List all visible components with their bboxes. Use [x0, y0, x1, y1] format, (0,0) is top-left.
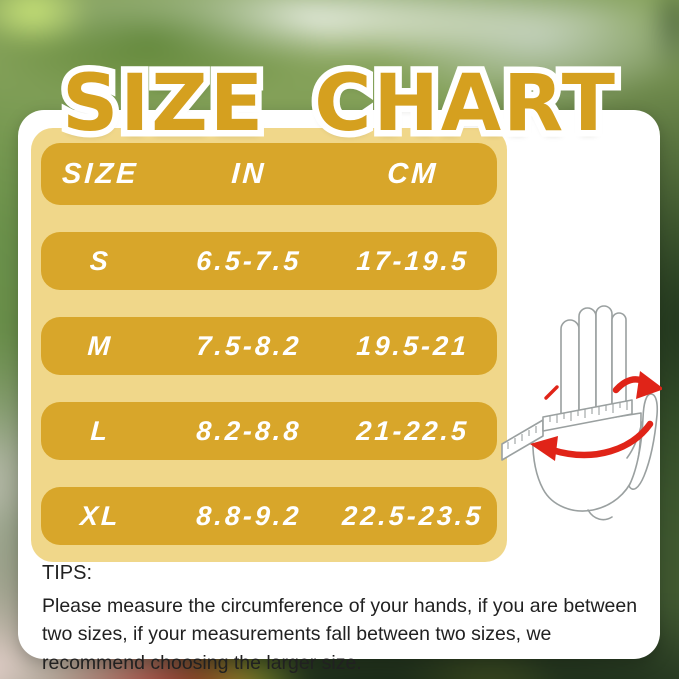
cell-in: 7.5-8.2: [195, 330, 302, 361]
size-table: SIZE IN CM S 6.5-7.5 17-19.5 M 7.5-8.2 1…: [31, 128, 507, 562]
cell-size: S: [89, 245, 112, 276]
header-cm: CM: [386, 157, 440, 190]
arrow-right-head: [636, 371, 662, 399]
hand-measure-icon: [501, 305, 662, 521]
arrow-left-curve: [548, 420, 654, 459]
header-size: SIZE: [61, 157, 140, 190]
cell-cm: 21-22.5: [356, 415, 471, 446]
tips-section: TIPS: Please measure the circumference o…: [42, 562, 642, 677]
red-dash: [544, 385, 559, 400]
measuring-tape-band: [542, 399, 633, 432]
table-row-s: S 6.5-7.5 17-19.5: [41, 232, 497, 290]
header-in: IN: [230, 157, 267, 190]
cell-cm: 17-19.5: [356, 245, 471, 276]
cell-cm: 19.5-21: [356, 330, 471, 361]
page-title: SIZE CHART: [0, 65, 679, 143]
cell-size: M: [86, 330, 114, 361]
cell-in: 8.2-8.8: [195, 415, 302, 446]
table-header-row: SIZE IN CM: [41, 143, 497, 205]
tips-heading: TIPS:: [42, 562, 93, 584]
thumb-crease: [626, 421, 643, 459]
cell-in: 6.5-7.5: [195, 245, 302, 276]
cell-size: L: [89, 415, 111, 446]
cell-size: XL: [79, 500, 122, 531]
wrist-line: [587, 509, 613, 521]
table-row-m: M 7.5-8.2 19.5-21: [41, 317, 497, 375]
measure-arrows: [530, 371, 662, 461]
arrow-left-head: [530, 436, 558, 461]
cell-cm: 22.5-23.5: [341, 500, 485, 531]
table-row-l: L 8.2-8.8 21-22.5: [41, 402, 497, 460]
table-row-xl: XL 8.8-9.2 22.5-23.5: [41, 487, 497, 545]
tips-body: Please measure the circumference of your…: [42, 595, 638, 674]
content-card: SIZE IN CM S 6.5-7.5 17-19.5 M 7.5-8.2 1…: [18, 110, 662, 674]
cell-in: 8.8-9.2: [195, 500, 302, 531]
